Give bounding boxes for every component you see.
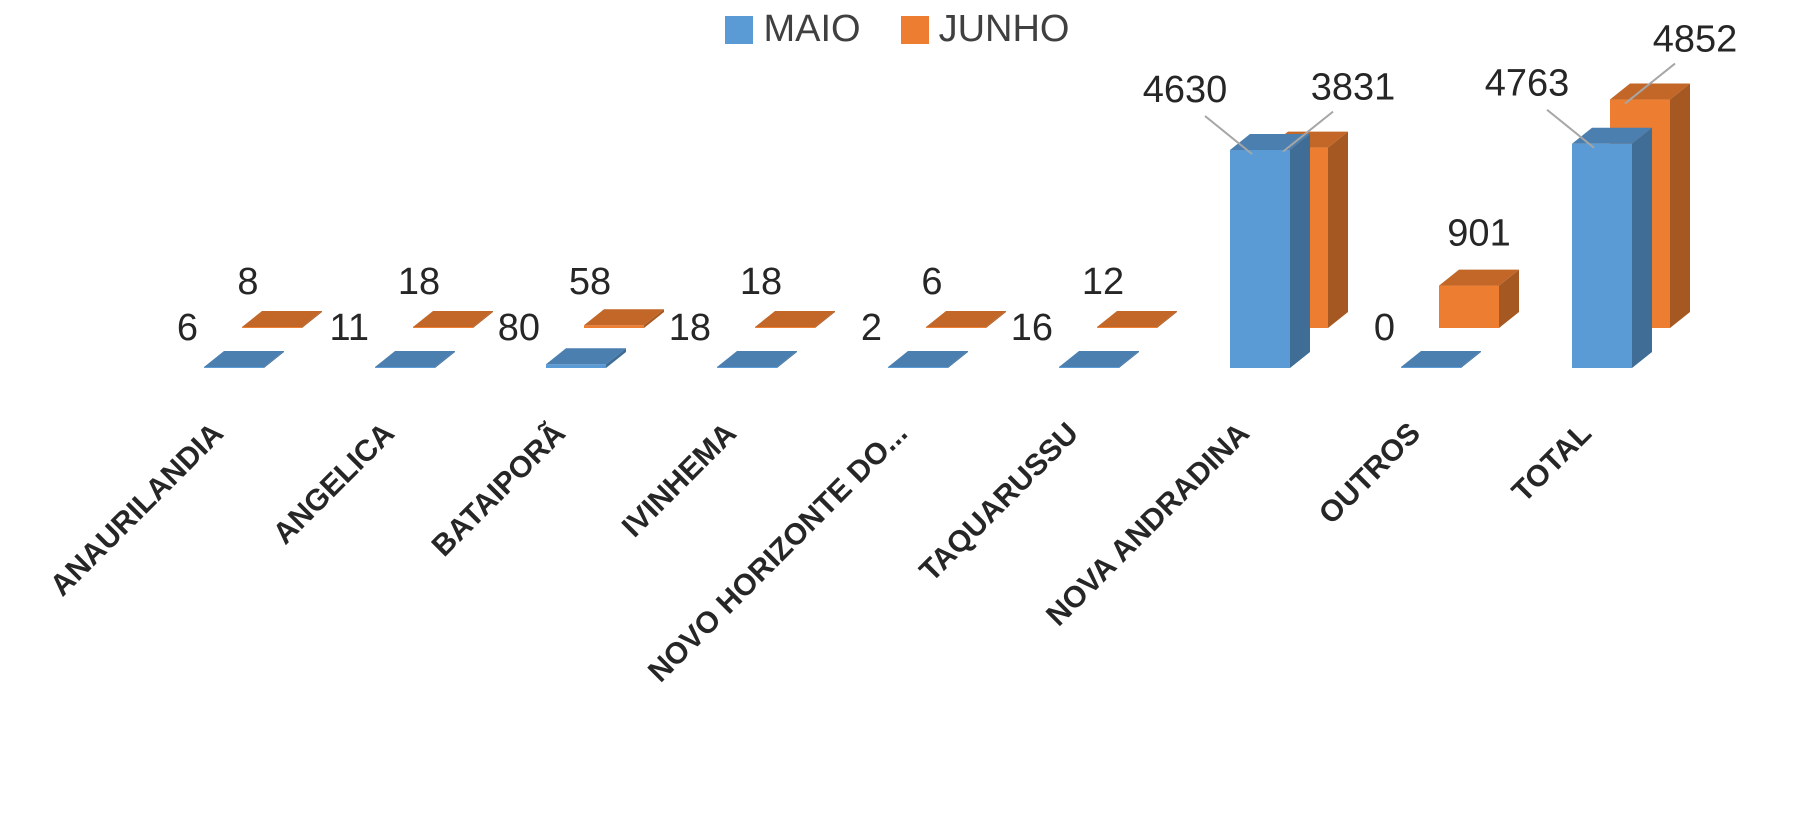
data-label-junho-bataipor: 58	[569, 261, 611, 303]
data-label-maio-bataipor: 80	[498, 307, 540, 349]
bar-junho-anaurilandia	[242, 311, 322, 328]
bar-maio-taquarussu	[1059, 351, 1139, 368]
leader-line	[1546, 108, 1595, 149]
bar-junho-novo-horizonte-do	[926, 311, 1006, 328]
bar-junho-outros	[1439, 269, 1519, 328]
x-tick-label: TOTAL	[1506, 417, 1598, 509]
bar-maio-nova-andradina	[1230, 134, 1310, 368]
bar-junho-ivinhema	[755, 311, 835, 328]
labels-layer: 8 18 58 18 6 12 3831 901 4852 6 11 80 18 2 16 4630 0 4763	[177, 19, 1737, 349]
bar-junho-bataipor	[584, 309, 664, 328]
x-tick-label: TAQUARUSSU	[914, 417, 1085, 588]
x-tick-label: ANAURILANDIA	[44, 417, 230, 603]
legend-swatch-maio	[725, 15, 754, 44]
data-label-maio-novo-horizonte-do: 2	[861, 307, 882, 349]
bar-maio-total	[1572, 127, 1652, 369]
legend-swatch-junho	[900, 15, 929, 44]
data-label-junho-taquarussu: 12	[1082, 261, 1124, 303]
bar-maio-novo-horizonte-do	[888, 351, 968, 368]
data-label-maio-taquarussu: 16	[1011, 307, 1053, 349]
data-label-junho-total: 4852	[1653, 19, 1738, 61]
bar-maio-bataipor	[546, 348, 626, 368]
x-axis-labels: ANAURILANDIA ANGELICA BATAIPORÃ IVINHEMANOV…	[44, 416, 1598, 689]
data-label-maio-total: 4763	[1485, 63, 1570, 105]
bar-maio-outros	[1401, 351, 1481, 368]
data-label-junho-outros: 901	[1447, 213, 1510, 255]
x-tick-label: BATAIPORÃ	[425, 416, 572, 563]
legend: MAIO JUNHO	[0, 8, 1795, 51]
data-label-junho-nova-andradina: 3831	[1311, 67, 1396, 109]
data-label-junho-novo-horizonte-do: 6	[921, 261, 942, 303]
data-label-maio-ivinhema: 18	[669, 307, 711, 349]
leader-line	[1282, 110, 1334, 153]
bar-maio-angelica	[375, 351, 455, 368]
data-label-maio-angelica: 11	[330, 307, 369, 349]
bar-maio-anaurilandia	[204, 351, 284, 368]
data-label-maio-anaurilandia: 6	[177, 307, 198, 349]
x-tick-label: IVINHEMA	[616, 417, 743, 544]
bars-layer	[204, 83, 1690, 369]
leader-line	[1204, 115, 1253, 155]
data-label-junho-ivinhema: 18	[740, 261, 782, 303]
legend-item-junho: JUNHO	[900, 8, 1070, 51]
x-tick-label: ANGELICA	[267, 417, 401, 551]
leader-line	[1624, 62, 1676, 105]
legend-label-junho: JUNHO	[938, 8, 1070, 50]
legend-label-maio: MAIO	[763, 8, 861, 50]
bar-junho-taquarussu	[1097, 311, 1177, 328]
bar-maio-ivinhema	[717, 351, 797, 368]
data-label-junho-angelica: 18	[398, 261, 440, 303]
data-label-maio-nova-andradina: 4630	[1143, 69, 1228, 111]
data-label-maio-outros: 0	[1374, 307, 1395, 349]
x-tick-label: OUTROS	[1313, 417, 1427, 531]
data-label-junho-anaurilandia: 8	[237, 261, 258, 303]
bar-junho-angelica	[413, 311, 493, 328]
legend-item-maio: MAIO	[725, 8, 861, 51]
